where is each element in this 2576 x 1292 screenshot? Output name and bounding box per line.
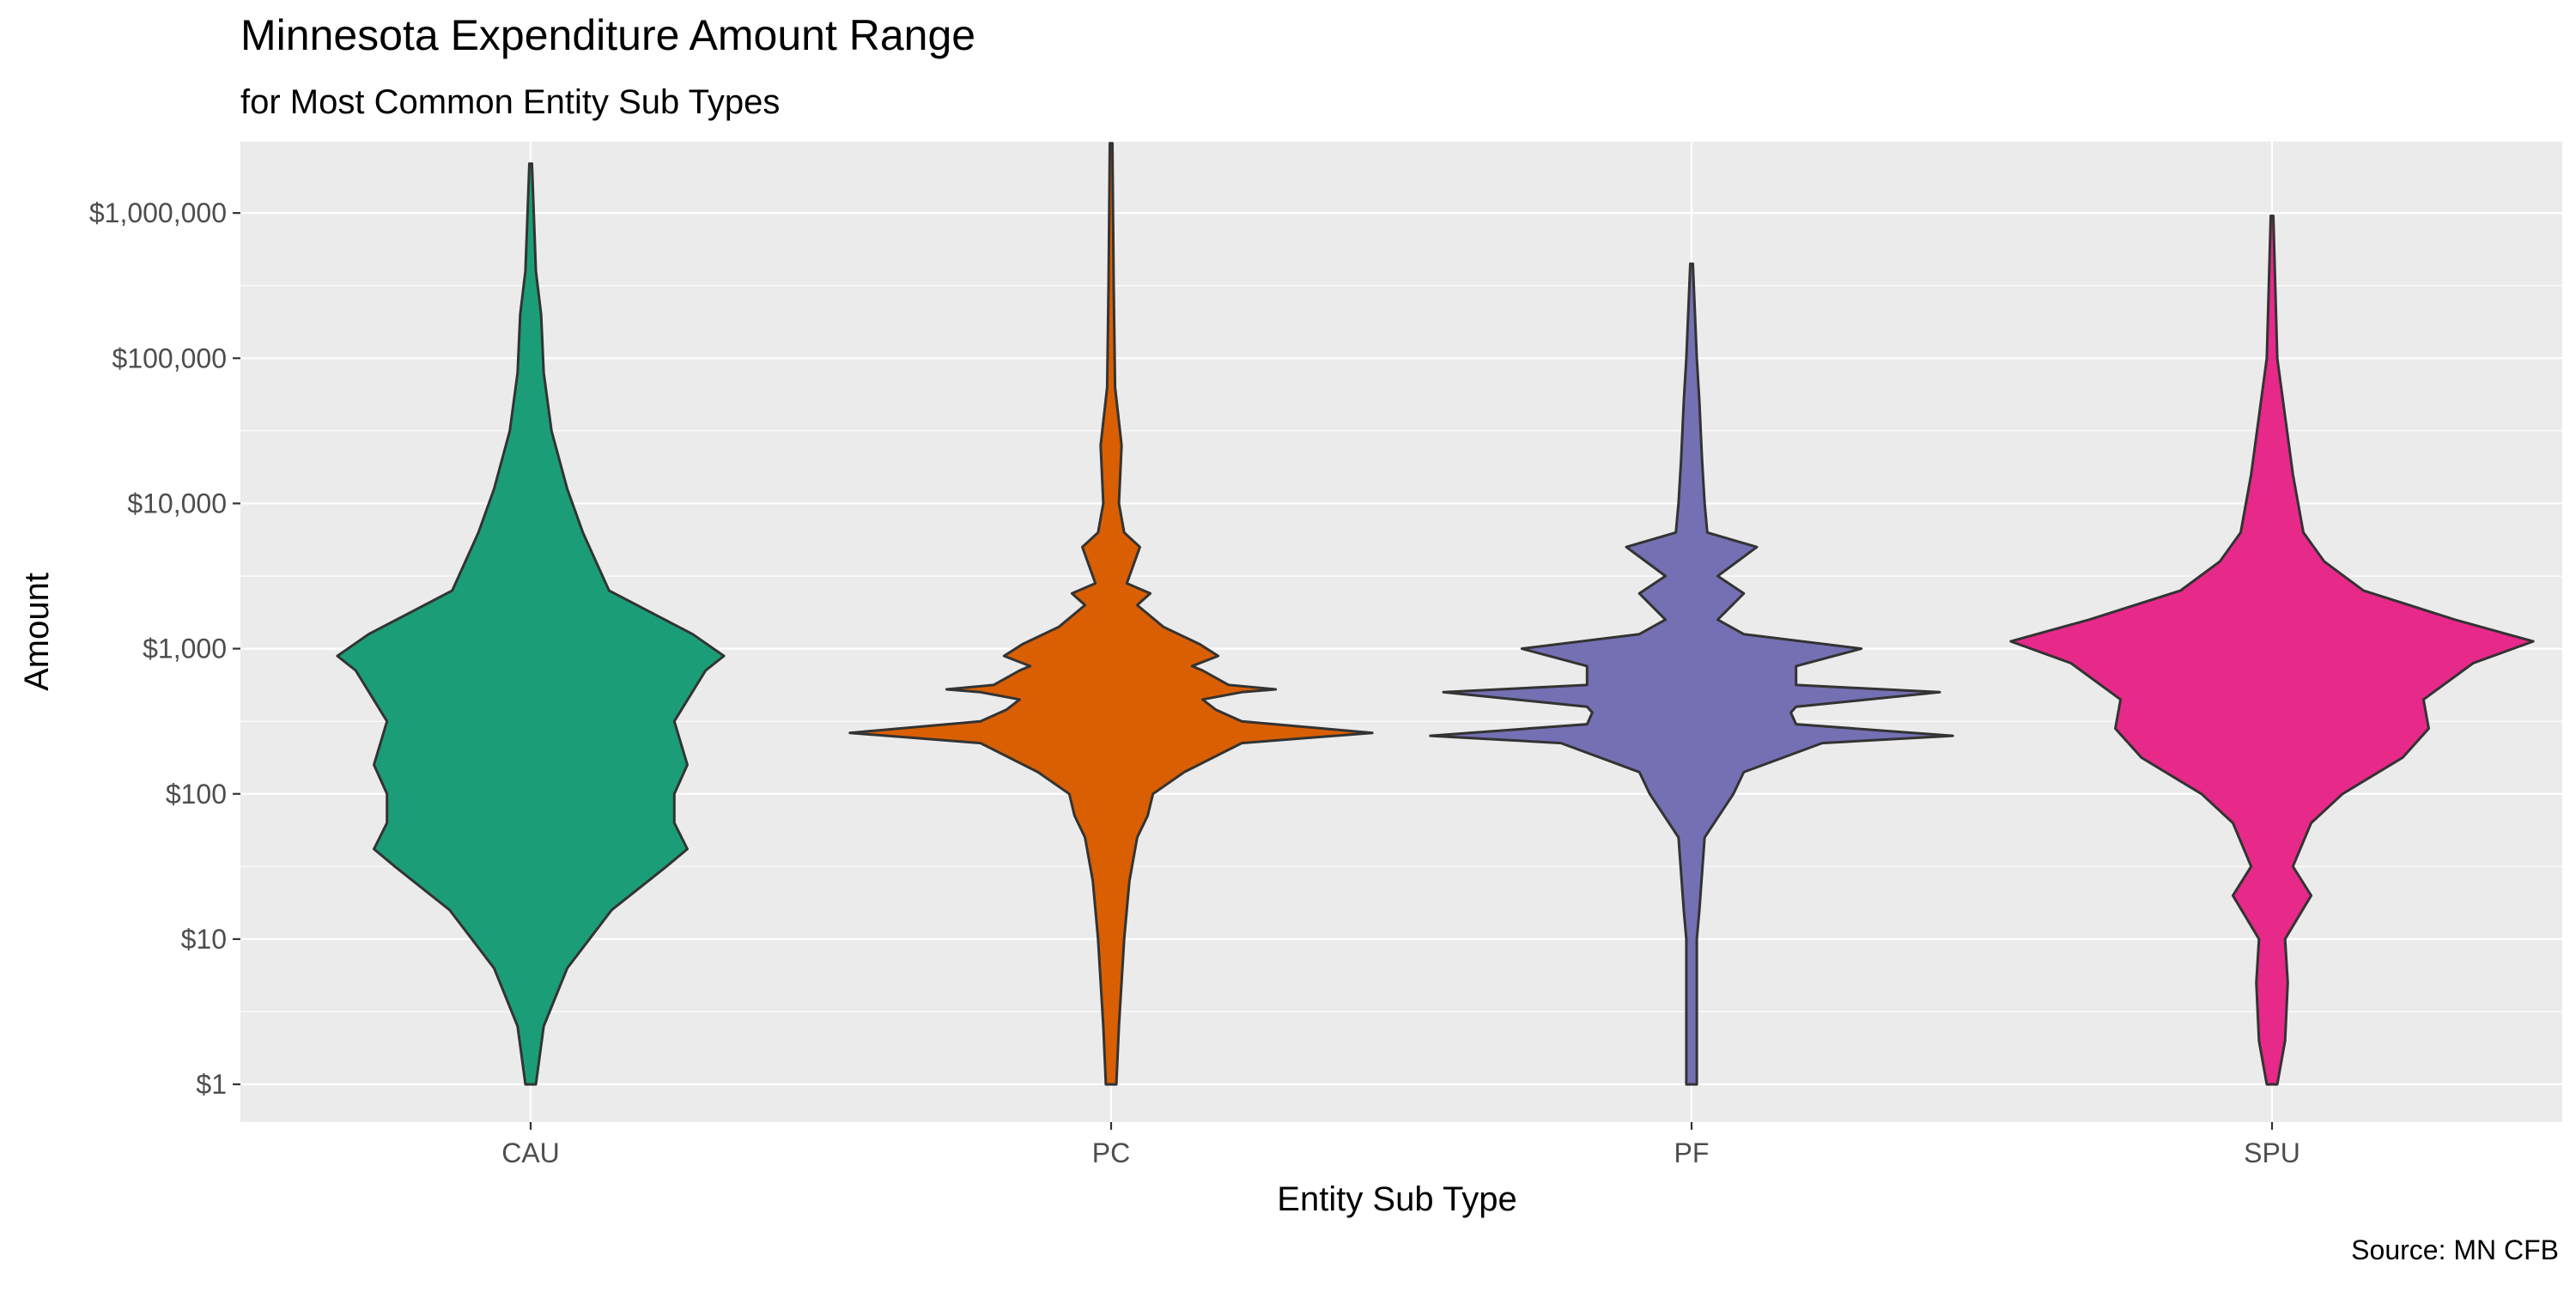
x-tick-label: PC [1092,1137,1130,1168]
violin-spu [2009,215,2535,1086]
violin-pc [848,142,1374,1086]
x-axis-label: Entity Sub Type [1277,1180,1516,1218]
x-tick-label: PF [1674,1137,1710,1168]
x-axis-ticks: CAU PC PF SPU [501,1122,2300,1168]
x-tick-label: SPU [2244,1137,2300,1168]
x-tick-label: CAU [501,1137,560,1168]
violin-pf [1429,262,1954,1086]
violins [336,142,2535,1086]
chart-subtitle: for Most Common Entity Sub Types [240,83,780,121]
chart-caption: Source: MN CFB [2351,1234,2559,1265]
y-tick-label: $100 [166,779,227,810]
violin-cau [336,162,726,1086]
y-tick-label: $1,000 [143,634,227,664]
y-axis-label: Amount [18,573,56,691]
y-tick-label: $100,000 [112,343,227,373]
y-tick-label: $1 [196,1069,227,1100]
chart-title: Minnesota Expenditure Amount Range [240,11,975,59]
y-axis-ticks: $1 $10 $100 $1,000 $10,000 $100,000 $1,000,000 [89,197,240,1100]
y-tick-label: $10 [181,924,227,955]
y-tick-label: $10,000 [127,488,227,519]
y-tick-label: $1,000,000 [89,197,227,228]
